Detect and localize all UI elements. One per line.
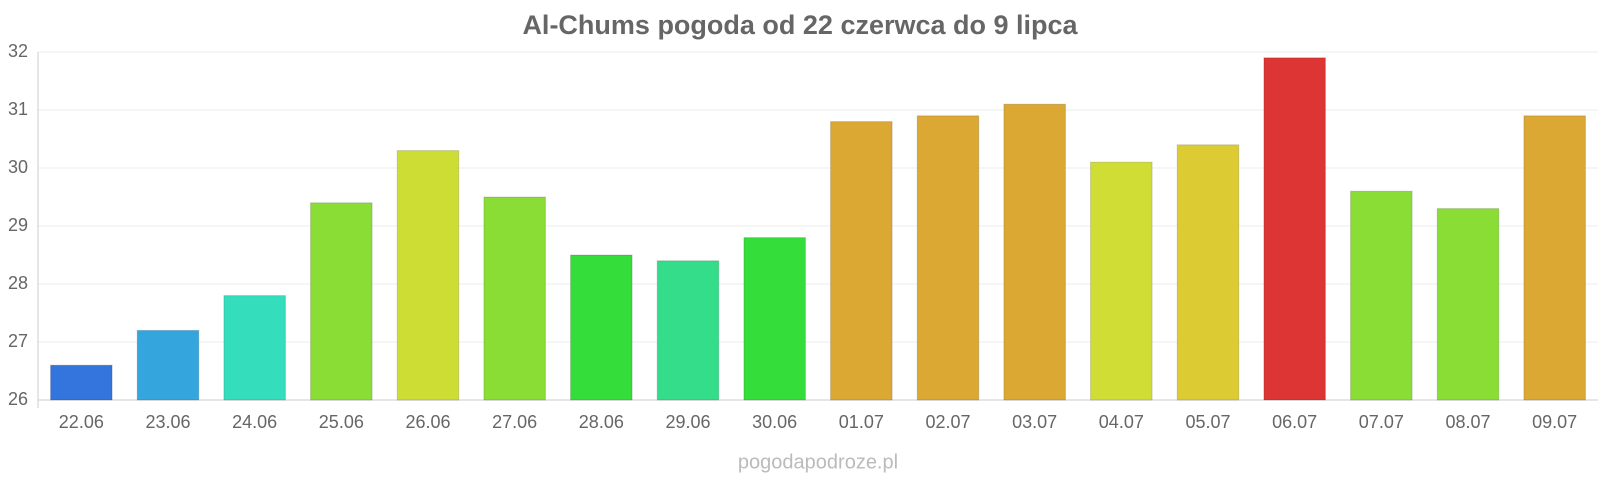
x-tick-label: 08.07 <box>1445 412 1490 432</box>
bar <box>1436 208 1500 401</box>
x-tick-label: 03.07 <box>1012 412 1057 432</box>
y-tick-label: 32 <box>8 41 28 61</box>
x-tick-label: 01.07 <box>839 412 884 432</box>
x-tick-label: 22.06 <box>59 412 104 432</box>
bar <box>1523 115 1586 401</box>
bar <box>656 260 720 401</box>
bar <box>396 150 460 401</box>
bar <box>1090 161 1153 401</box>
y-tick-label: 29 <box>8 215 28 235</box>
x-tick-label: 23.06 <box>145 412 190 432</box>
x-tick-label: 30.06 <box>752 412 797 432</box>
x-tick-label: 24.06 <box>232 412 277 432</box>
x-tick-label: 25.06 <box>319 412 364 432</box>
x-tick-label: 02.07 <box>925 412 970 432</box>
y-tick-label: 28 <box>8 273 28 293</box>
bar <box>1176 144 1240 401</box>
bar <box>223 295 286 401</box>
bar <box>136 329 200 401</box>
bar <box>743 237 806 401</box>
bar <box>1003 103 1066 401</box>
bar <box>310 202 373 401</box>
x-tick-label: 05.07 <box>1185 412 1230 432</box>
bar <box>830 121 893 401</box>
bar <box>50 364 113 401</box>
bar <box>1263 57 1326 401</box>
bar <box>1350 190 1413 401</box>
x-tick-label: 28.06 <box>579 412 624 432</box>
x-tick-label: 07.07 <box>1359 412 1404 432</box>
bar <box>483 196 546 401</box>
x-tick-label: 29.06 <box>665 412 710 432</box>
x-tick-label: 04.07 <box>1099 412 1144 432</box>
y-tick-label: 26 <box>8 389 28 409</box>
y-tick-label: 30 <box>8 157 28 177</box>
x-tick-label: 06.07 <box>1272 412 1317 432</box>
y-tick-label: 31 <box>8 99 28 119</box>
x-tick-label: 27.06 <box>492 412 537 432</box>
x-tick-label: 09.07 <box>1532 412 1577 432</box>
watermark: pogodapodroze.pl <box>738 451 898 473</box>
y-tick-label: 27 <box>8 331 28 351</box>
bar <box>570 254 633 401</box>
chart-title: Al-Chums pogoda od 22 czerwca do 9 lipca <box>522 10 1078 40</box>
bar <box>916 115 980 401</box>
x-tick-label: 26.06 <box>405 412 450 432</box>
